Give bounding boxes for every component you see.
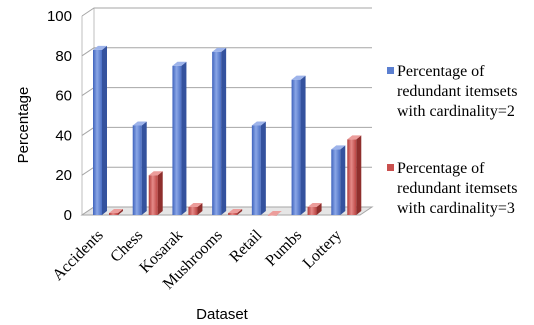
y-axis-title: Percentage xyxy=(15,87,32,164)
bar xyxy=(291,75,306,216)
bar-front xyxy=(307,207,317,215)
bar-top xyxy=(212,47,227,52)
bar xyxy=(172,61,187,215)
bar-side xyxy=(300,75,306,216)
bar-side xyxy=(118,209,123,215)
gridline xyxy=(81,166,372,176)
bar xyxy=(347,135,362,215)
bar-side xyxy=(181,61,187,215)
bar-front xyxy=(251,125,261,215)
bar xyxy=(251,121,266,215)
legend-entry: Percentage of redundant itemsets with card… xyxy=(387,63,517,120)
bar xyxy=(132,121,147,215)
bar-top xyxy=(188,203,203,208)
y-tick-labels: 0 20 40 60 80 100 xyxy=(47,8,72,224)
legend-label-line: redundant itemsets xyxy=(397,83,517,100)
bar xyxy=(212,47,227,215)
y-tick-label: 40 xyxy=(55,127,72,144)
bar xyxy=(331,145,346,215)
bar-front xyxy=(331,149,341,215)
legend-swatch xyxy=(387,67,394,74)
y-tick-label: 80 xyxy=(55,48,72,65)
bar-top xyxy=(331,145,346,150)
legend-label-line: redundant itemsets xyxy=(397,180,517,197)
legend-label: Percentage of redundant itemsets with card… xyxy=(397,160,517,217)
bar xyxy=(148,171,163,215)
legend-label-line: with cardinality=3 xyxy=(397,200,515,217)
bar-side xyxy=(141,121,147,215)
bar-front xyxy=(188,207,198,215)
legend-label-line: Percentage of xyxy=(397,63,485,80)
bar-side xyxy=(221,47,227,215)
bar-top xyxy=(347,135,362,140)
bar-top xyxy=(148,171,163,176)
bar-front xyxy=(172,65,182,215)
bar xyxy=(228,209,243,215)
bar-front xyxy=(347,139,357,215)
bar-side xyxy=(237,209,243,215)
bar-front xyxy=(228,213,238,215)
bar-top xyxy=(267,211,282,215)
bar xyxy=(307,203,322,215)
bar-side xyxy=(260,121,266,215)
bar-front xyxy=(109,213,118,215)
bars xyxy=(93,45,362,216)
x-tick-label: Retail xyxy=(226,226,265,265)
bar xyxy=(93,45,107,215)
x-tick-label: Pumbs xyxy=(262,227,305,270)
gridline xyxy=(81,7,372,17)
bar-top xyxy=(307,203,322,208)
gridline xyxy=(81,47,372,57)
bar-top xyxy=(228,209,243,214)
bar-front xyxy=(291,79,301,216)
y-tick-label: 0 xyxy=(64,207,72,224)
bar xyxy=(267,211,282,216)
bar-top xyxy=(109,209,123,214)
y-tick-label: 60 xyxy=(55,88,72,105)
bar-front xyxy=(212,51,222,215)
bar-front xyxy=(267,215,277,216)
gridlines xyxy=(80,7,374,216)
bar-side xyxy=(157,171,163,215)
bar-front xyxy=(132,125,142,215)
bar-side xyxy=(197,203,203,215)
bar-top xyxy=(251,121,266,126)
legend: Percentage of redundant itemsets with card… xyxy=(387,63,517,217)
bar-side xyxy=(340,145,346,215)
bar-front xyxy=(93,49,102,215)
bar-top xyxy=(132,121,147,126)
legend-swatch xyxy=(387,164,394,171)
bar-top xyxy=(93,45,107,50)
x-tick-label: Accidents xyxy=(49,227,106,284)
bar-front xyxy=(148,175,158,215)
x-tick-label: Lottery xyxy=(300,227,345,272)
bar xyxy=(188,203,203,215)
bar-side xyxy=(316,203,322,215)
legend-label-line: with cardinality=2 xyxy=(397,103,515,120)
bar-side xyxy=(356,135,362,215)
gridline xyxy=(81,126,372,136)
bar-top xyxy=(291,75,306,80)
legend-label-line: Percentage of xyxy=(397,160,485,177)
gridline xyxy=(81,87,372,97)
x-axis-title: Dataset xyxy=(196,306,249,323)
bar-side xyxy=(102,45,107,215)
bar xyxy=(109,209,123,215)
y-tick-label: 100 xyxy=(47,8,72,25)
legend-label: Percentage of redundant itemsets with card… xyxy=(397,63,517,120)
bar-top xyxy=(172,61,187,66)
chart-floor xyxy=(80,206,374,216)
y-tick-label: 20 xyxy=(55,167,72,184)
legend-entry: Percentage of redundant itemsets with card… xyxy=(387,160,517,217)
